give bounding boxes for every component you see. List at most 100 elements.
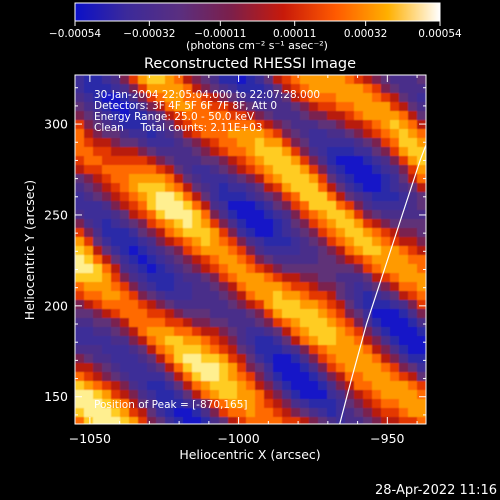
image-pixel [210, 354, 220, 364]
image-pixel [147, 327, 157, 337]
image-pixel [210, 399, 220, 409]
x-axis-ticks: −1050−1000−950−900 [69, 75, 418, 446]
image-pixel [210, 300, 220, 310]
image-pixel [246, 390, 256, 400]
image-pixel [300, 336, 310, 346]
image-pixel [84, 228, 94, 238]
image-pixel [408, 183, 418, 193]
image-pixel [408, 210, 418, 220]
image-pixel [273, 219, 283, 229]
image-pixel [201, 174, 211, 184]
image-pixel [309, 399, 319, 409]
image-pixel [75, 327, 85, 337]
image-pixel [219, 111, 229, 121]
image-pixel [210, 318, 220, 328]
image-pixel [336, 399, 346, 409]
image-pixel [318, 129, 328, 139]
image-pixel [318, 156, 328, 166]
image-pixel [111, 327, 121, 337]
image-pixel [363, 147, 373, 157]
image-pixel [183, 327, 193, 337]
image-pixel [354, 282, 364, 292]
image-pixel [219, 381, 229, 391]
image-pixel [156, 228, 166, 238]
image-pixel [417, 84, 426, 94]
image-pixel [291, 237, 301, 247]
image-pixel [417, 327, 426, 337]
image-pixel [264, 417, 274, 424]
image-pixel [174, 147, 184, 157]
image-pixel [237, 345, 247, 355]
image-pixel [381, 408, 391, 418]
image-pixel [372, 183, 382, 193]
image-pixel [183, 282, 193, 292]
image-pixel [147, 156, 157, 166]
image-pixel [120, 336, 130, 346]
image-pixel [255, 192, 265, 202]
image-pixel [336, 183, 346, 193]
info-clean-counts: Clean Total counts: 2.11E+03 [94, 122, 263, 134]
image-pixel [381, 156, 391, 166]
image-pixel [156, 300, 166, 310]
image-pixel [237, 336, 247, 346]
image-pixel [237, 201, 247, 211]
image-pixel [210, 219, 220, 229]
image-pixel [291, 210, 301, 220]
image-pixel [246, 345, 256, 355]
image-pixel [201, 129, 211, 139]
image-pixel [183, 417, 193, 424]
image-pixel [390, 318, 400, 328]
image-pixel [174, 327, 184, 337]
image-pixel [147, 390, 157, 400]
image-pixel [129, 291, 139, 301]
image-pixel [156, 138, 166, 148]
image-pixel [345, 228, 355, 238]
image-pixel [390, 183, 400, 193]
image-pixel [174, 237, 184, 247]
image-pixel [255, 408, 265, 418]
image-pixel [309, 309, 319, 319]
image-pixel [138, 300, 148, 310]
image-pixel [156, 129, 166, 139]
image-pixel [255, 228, 265, 238]
image-pixel [246, 336, 256, 346]
image-pixel [273, 273, 283, 283]
image-pixel [237, 219, 247, 229]
image-pixel [381, 210, 391, 220]
image-pixel [408, 372, 418, 382]
image-pixel [210, 273, 220, 283]
image-pixel [93, 147, 103, 157]
image-pixel [75, 390, 85, 400]
image-pixel [75, 201, 85, 211]
image-pixel [390, 219, 400, 229]
image-pixel [291, 363, 301, 373]
image-pixel [264, 120, 274, 130]
image-pixel [363, 372, 373, 382]
image-pixel [336, 318, 346, 328]
image-pixel [165, 264, 175, 274]
image-pixel [390, 111, 400, 121]
image-pixel [291, 354, 301, 364]
image-pixel [138, 156, 148, 166]
image-pixel [327, 237, 337, 247]
x-tick-label: −950 [370, 431, 404, 446]
image-pixel [129, 201, 139, 211]
image-pixel [390, 228, 400, 238]
image-pixel [165, 129, 175, 139]
image-pixel [75, 219, 85, 229]
image-pixel [138, 237, 148, 247]
image-pixel [408, 246, 418, 256]
image-pixel [246, 93, 256, 103]
image-pixel [156, 309, 166, 319]
image-pixel [93, 417, 103, 424]
image-pixel [165, 417, 175, 424]
image-pixel [408, 417, 418, 424]
image-pixel [372, 147, 382, 157]
image-pixel [282, 84, 292, 94]
image-pixel [363, 219, 373, 229]
image-pixel [192, 237, 202, 247]
image-pixel [354, 381, 364, 391]
image-pixel [417, 255, 426, 265]
image-pixel [327, 345, 337, 355]
image-pixel [309, 417, 319, 424]
